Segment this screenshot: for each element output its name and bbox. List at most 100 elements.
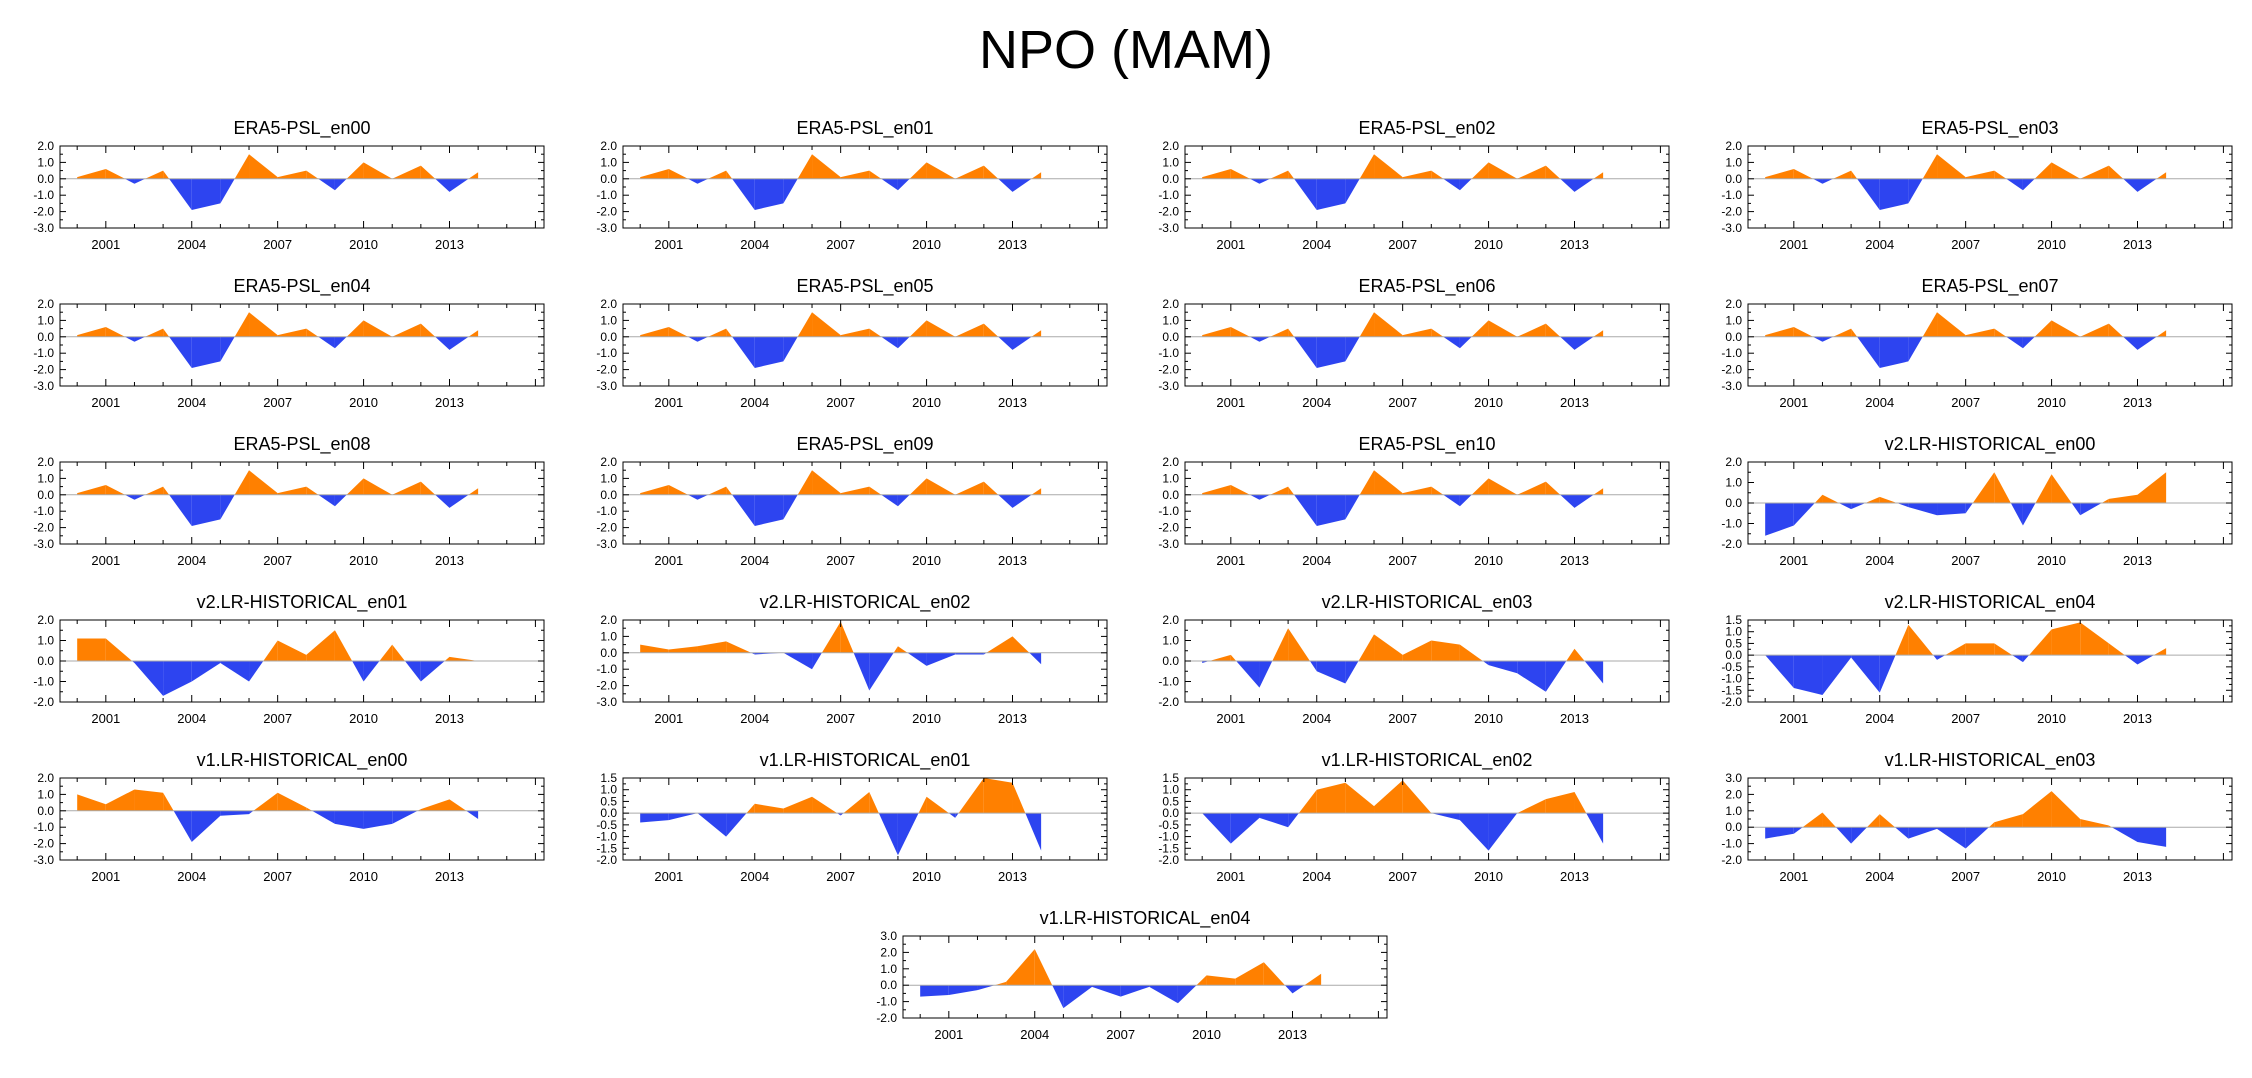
- negative-anomaly-area: [881, 336, 898, 349]
- x-tick-label: 2013: [2123, 553, 2152, 568]
- y-tick-label: 2.0: [600, 139, 617, 153]
- positive-anomaly-area: [926, 478, 956, 495]
- positive-anomaly-area: [1431, 328, 1444, 337]
- y-tick-label: -2.0: [33, 695, 54, 709]
- x-tick-label: 2004: [1020, 1027, 1049, 1042]
- positive-anomaly-area: [420, 799, 450, 811]
- positive-anomaly-area: [797, 154, 813, 179]
- positive-anomaly-area: [2051, 474, 2072, 503]
- negative-anomaly-area: [2137, 827, 2167, 847]
- chart-panel: 2001 2004 2007 2010 2013 2.0 1.0 0.0 -1.0 -2.0 -3.…: [1158, 455, 1670, 568]
- y-tick-label: 1.0: [600, 783, 617, 797]
- y-tick-label: 3.0: [1725, 771, 1742, 785]
- negative-anomaly-area: [1316, 661, 1346, 684]
- positive-anomaly-area: [1545, 323, 1561, 337]
- positive-anomaly-area: [1895, 624, 1909, 656]
- y-tick-label: 2.0: [37, 297, 54, 311]
- y-tick-label: -1.0: [33, 346, 54, 360]
- y-tick-label: 2.0: [1162, 139, 1179, 153]
- y-tick-label: 0.0: [600, 646, 617, 660]
- y-tick-label: 1.5: [600, 771, 617, 785]
- y-tick-label: -1.0: [1158, 504, 1179, 518]
- positive-anomaly-area: [1545, 481, 1561, 495]
- negative-anomaly-area: [1933, 655, 1938, 660]
- x-tick-label: 2010: [1474, 395, 1503, 410]
- negative-anomaly-area: [1443, 336, 1460, 349]
- negative-anomaly-area: [2022, 336, 2035, 349]
- x-tick-label: 2010: [2037, 553, 2066, 568]
- plot-frame: [1184, 303, 1670, 387]
- positive-anomaly-area: [909, 320, 927, 337]
- negative-anomaly-area: [220, 336, 235, 362]
- positive-anomaly-area: [668, 484, 688, 495]
- positive-anomaly-area: [726, 328, 733, 337]
- positive-anomaly-area: [640, 326, 669, 337]
- y-tick-label: 2.0: [1725, 297, 1742, 311]
- panel-title: v2.LR-HISTORICAL_en02: [759, 592, 971, 612]
- y-tick-label: 1.0: [37, 634, 54, 648]
- y-tick-label: 1.5: [1725, 613, 1742, 627]
- y-tick-label: -2.0: [1158, 521, 1179, 535]
- negative-anomaly-area: [169, 336, 192, 368]
- positive-anomaly-area: [668, 326, 688, 337]
- y-tick-label: -1.0: [1721, 672, 1742, 686]
- negative-anomaly-area: [318, 494, 335, 507]
- positive-anomaly-area: [145, 486, 164, 495]
- x-tick-label: 2004: [1302, 395, 1331, 410]
- x-tick-label: 2007: [826, 553, 855, 568]
- x-tick-label: 2007: [1388, 395, 1417, 410]
- positive-anomaly-area: [1814, 494, 1823, 503]
- y-tick-label: -1.0: [596, 830, 617, 844]
- positive-anomaly-area: [840, 486, 870, 495]
- negative-anomaly-area: [1259, 178, 1271, 184]
- positive-anomaly-area: [1937, 154, 1966, 179]
- negative-anomaly-area: [1316, 336, 1346, 368]
- negative-anomaly-area: [163, 661, 192, 696]
- negative-anomaly-area: [1345, 661, 1359, 684]
- negative-anomaly-area: [1793, 655, 1823, 695]
- positive-anomaly-area: [2051, 162, 2081, 179]
- x-tick-label: 2001: [91, 553, 120, 568]
- negative-anomaly-area: [1120, 985, 1150, 997]
- x-tick-label: 2010: [1474, 237, 1503, 252]
- positive-anomaly-area: [1471, 320, 1489, 337]
- negative-anomaly-area: [897, 813, 919, 856]
- y-tick-label: 2.0: [1162, 297, 1179, 311]
- y-tick-label: 0.5: [1162, 794, 1179, 808]
- positive-anomaly-area: [2156, 172, 2167, 179]
- positive-anomaly-area: [1851, 328, 1858, 337]
- positive-anomaly-area: [392, 644, 405, 661]
- negative-anomaly-area: [124, 336, 135, 342]
- positive-anomaly-area: [1593, 488, 1604, 495]
- x-tick-label: 2007: [1951, 869, 1980, 884]
- y-tick-label: -1.0: [1721, 517, 1742, 531]
- y-tick-label: 0.0: [600, 806, 617, 820]
- negative-anomaly-area: [435, 178, 450, 192]
- positive-anomaly-area: [2080, 165, 2109, 179]
- y-tick-label: 0.0: [1162, 488, 1179, 502]
- y-tick-label: 2.0: [600, 613, 617, 627]
- y-tick-label: -1.0: [1158, 188, 1179, 202]
- y-tick-label: 1.0: [1725, 804, 1742, 818]
- positive-anomaly-area: [105, 484, 125, 495]
- panel-title: ERA5-PSL_en03: [1921, 118, 2059, 138]
- panel-title: v2.LR-HISTORICAL_en03: [1321, 592, 1533, 612]
- chart-panel: 2001 2004 2007 2010 2013 2.0 1.0 0.0 -1.0 -2.0 -3.…: [33, 139, 545, 252]
- x-tick-label: 2001: [1779, 869, 1808, 884]
- positive-anomaly-area: [468, 488, 479, 495]
- y-tick-label: 0.0: [1162, 172, 1179, 186]
- y-tick-label: 1.0: [1725, 313, 1742, 327]
- positive-anomaly-area: [249, 470, 278, 495]
- x-tick-label: 2010: [2037, 395, 2066, 410]
- negative-anomaly-area: [1574, 336, 1594, 350]
- panel-title: ERA5-PSL_en07: [1921, 276, 2059, 296]
- x-tick-label: 2013: [2123, 237, 2152, 252]
- negative-anomaly-area: [1236, 661, 1260, 688]
- negative-anomaly-area: [2111, 827, 2138, 842]
- negative-anomaly-area: [998, 336, 1013, 350]
- chart-panel: 2001 2004 2007 2010 2013 2.0 1.0 0.0 -1.0 -2.0 -3.…: [33, 455, 545, 568]
- positive-anomaly-area: [1230, 654, 1237, 661]
- y-tick-label: -2.0: [1721, 363, 1742, 377]
- positive-anomaly-area: [1517, 799, 1546, 814]
- y-tick-label: -2.0: [876, 1011, 897, 1025]
